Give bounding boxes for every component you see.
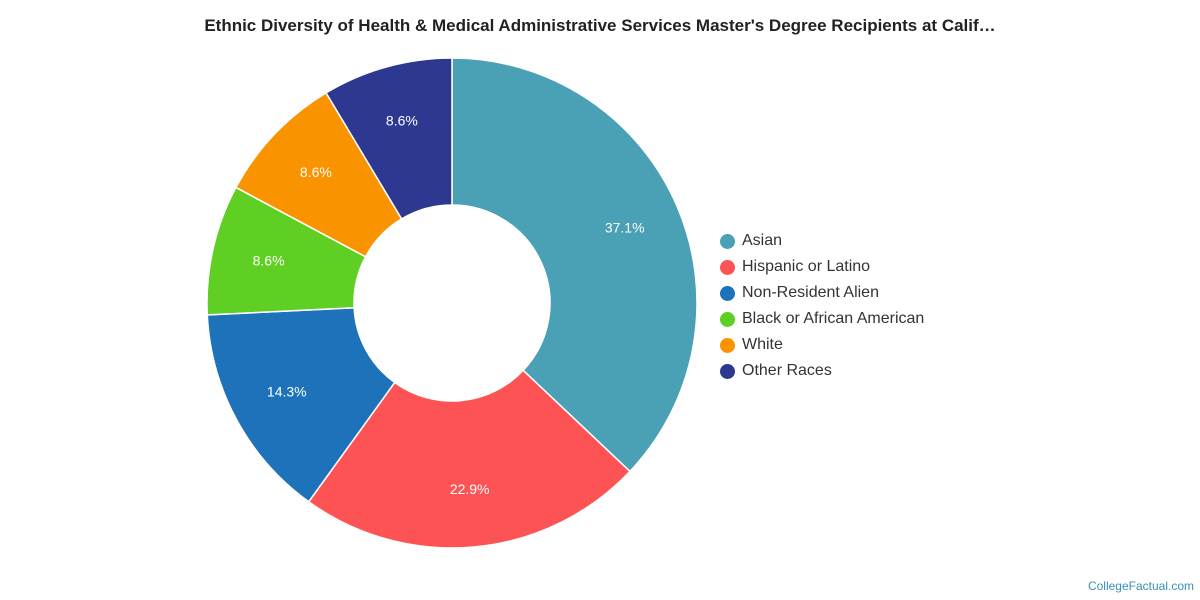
legend-label: Non-Resident Alien — [742, 284, 879, 301]
credit-link[interactable]: CollegeFactual.com — [1087, 579, 1194, 593]
legend-item-asian[interactable]: Asian — [720, 228, 924, 254]
slice-label-white: 8.6% — [300, 164, 332, 180]
slice-label-hispanic-or-latino: 22.9% — [450, 481, 490, 497]
legend: Asian Hispanic or Latino Non-Resident Al… — [720, 228, 924, 384]
slice-labels: 37.1% 22.9% 14.3% 8.6% 8.6% 8.6% — [253, 113, 645, 497]
legend-label: Asian — [742, 232, 783, 249]
legend-dot-white — [720, 337, 735, 353]
donut-slices — [206, 57, 698, 549]
legend-item-white[interactable]: White — [720, 332, 924, 358]
slice-label-black-or-african-american: 8.6% — [253, 252, 285, 268]
slice-non-resident-alien[interactable] — [206, 306, 396, 503]
slice-asian[interactable] — [451, 57, 698, 473]
legend-label: Hispanic or Latino — [742, 258, 871, 275]
slice-hispanic-or-latino[interactable] — [307, 369, 631, 549]
legend-label: White — [742, 336, 783, 353]
legend-item-black-or-african-american[interactable]: Black or African American — [720, 306, 924, 332]
legend-item-non-resident-alien[interactable]: Non-Resident Alien — [720, 280, 924, 306]
legend-dot-non-resident-alien — [720, 285, 735, 301]
legend-dot-other-races — [720, 363, 735, 379]
legend-label: Other Races — [742, 362, 832, 379]
chart-title: Ethnic Diversity of Health & Medical Adm… — [204, 16, 996, 35]
legend-dot-asian — [720, 233, 735, 249]
slice-label-asian: 37.1% — [605, 219, 645, 235]
slice-other-races[interactable] — [325, 57, 453, 220]
slice-label-non-resident-alien: 14.3% — [267, 383, 307, 399]
legend-item-hispanic-or-latino[interactable]: Hispanic or Latino — [720, 254, 924, 280]
slice-label-other-races: 8.6% — [386, 113, 418, 129]
legend-dot-black-or-african-american — [720, 311, 735, 327]
legend-dot-hispanic-or-latino — [720, 259, 735, 275]
legend-item-other-races[interactable]: Other Races — [720, 358, 924, 384]
legend-label: Black or African American — [742, 310, 925, 327]
